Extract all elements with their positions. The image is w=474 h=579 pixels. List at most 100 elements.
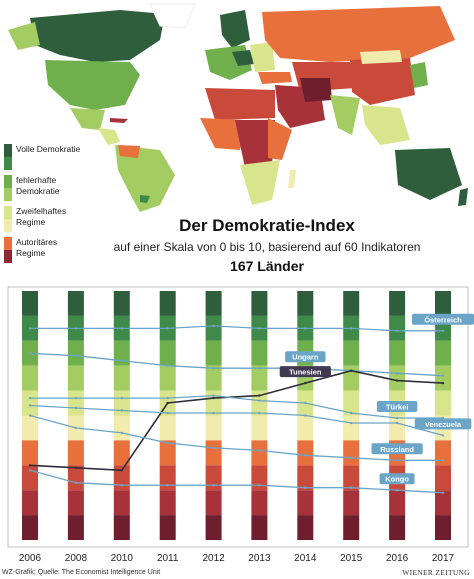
series-label-text: Türkei bbox=[386, 403, 409, 412]
scale-bar-2006-band-3 bbox=[22, 365, 38, 391]
scale-bar-2006-band-7 bbox=[22, 465, 38, 491]
data-point-russland-2011 bbox=[166, 441, 169, 445]
data-point-kongo-2013 bbox=[258, 484, 261, 487]
x-tick-label: 2006 bbox=[19, 553, 42, 564]
scale-bar-2017-band-0 bbox=[435, 291, 451, 316]
map-legend: Volle Demokratie fehlerhafte Demokratie … bbox=[4, 144, 84, 268]
scale-bar-2017-band-4 bbox=[435, 390, 451, 416]
scale-bar-2013-band-8 bbox=[251, 490, 268, 516]
series-label-text: Russland bbox=[380, 445, 414, 454]
legend-label: Volle Demokratie bbox=[16, 144, 81, 154]
map-central-europe bbox=[232, 50, 254, 66]
map-southeast-asia bbox=[362, 105, 410, 145]
x-tick-label: 2016 bbox=[386, 553, 409, 564]
scale-bar-2013-band-2 bbox=[251, 340, 268, 366]
scale-bar-2014-band-8 bbox=[297, 490, 314, 516]
scale-bar-2013-band-9 bbox=[251, 515, 268, 540]
scale-bar-2016-band-5 bbox=[389, 415, 406, 441]
scale-bar-2012-band-7 bbox=[205, 465, 222, 491]
scale-bar-2008-band-2 bbox=[67, 340, 84, 366]
series-label-text: Kongo bbox=[385, 475, 409, 484]
legend-item-authoritarian-regime: Autoritäres Regime bbox=[4, 237, 84, 263]
map-canada bbox=[30, 10, 165, 62]
data-point-russland-2013 bbox=[258, 449, 261, 452]
data-point-venezuela-2010 bbox=[120, 409, 124, 412]
map-central-africa bbox=[235, 120, 275, 168]
scale-bar-2015-band-9 bbox=[343, 515, 360, 540]
chart-series-labels: Österreich Ungarn Tunesien Türkei Venezuela R… bbox=[279, 313, 474, 485]
data-point-österreich-2012 bbox=[212, 324, 215, 328]
chart-x-ticks: 2006 2008 2010 2011 2012 2013 2014 2015 2016 2017 bbox=[19, 553, 455, 564]
x-tick-label: 2012 bbox=[202, 553, 225, 564]
scale-bar-2011-band-3 bbox=[159, 365, 176, 391]
series-label-box bbox=[376, 401, 418, 412]
data-point-russland-2010 bbox=[120, 431, 124, 435]
data-point-österreich-2015 bbox=[350, 327, 353, 330]
data-point-türkei-2012 bbox=[212, 394, 215, 397]
scale-bar-2012-band-4 bbox=[205, 390, 222, 416]
scale-bar-2010-band-7 bbox=[113, 465, 130, 491]
scale-bar-2011-band-0 bbox=[159, 291, 176, 316]
chart-area: Österreich Ungarn Tunesien Türkei Venezuela R… bbox=[7, 286, 474, 564]
scale-bar-2012-band-2 bbox=[205, 340, 222, 366]
data-point-russland-2014 bbox=[304, 454, 307, 457]
x-tick-label: 2008 bbox=[65, 553, 88, 564]
scale-bar-2015-band-2 bbox=[343, 340, 360, 366]
series-line-ungarn bbox=[29, 352, 444, 377]
source-note: WZ-Grafik; Quelle: The Economist Intelli… bbox=[2, 569, 161, 576]
scale-bar-2012-band-0 bbox=[205, 291, 222, 316]
legend-item-full-democracy: Volle Demokratie bbox=[4, 144, 84, 170]
map-southern-africa bbox=[240, 160, 280, 205]
series-label-ungarn: Ungarn bbox=[285, 351, 326, 363]
scale-bar-2011-band-8 bbox=[159, 490, 176, 516]
legend-swatch bbox=[4, 206, 12, 232]
legend-label: Zweifelhaftes Regime bbox=[16, 206, 67, 227]
data-point-österreich-2010 bbox=[120, 327, 124, 330]
scale-bar-2015-band-0 bbox=[343, 291, 360, 316]
map-central-america bbox=[98, 128, 120, 145]
scale-bar-2013-band-3 bbox=[251, 365, 268, 391]
scale-bar-2017-band-3 bbox=[435, 365, 451, 391]
map-madagascar bbox=[288, 170, 296, 188]
data-point-venezuela-2014 bbox=[304, 414, 307, 417]
data-point-österreich-2011 bbox=[166, 327, 169, 330]
scale-bar-2015-band-4 bbox=[343, 390, 360, 416]
map-australia bbox=[395, 148, 462, 200]
scale-bar-2014-band-0 bbox=[297, 291, 314, 316]
data-point-russland-2008 bbox=[74, 426, 78, 430]
scale-bar-2011-band-7 bbox=[159, 465, 176, 491]
world-map bbox=[0, 0, 474, 215]
publisher-logo: WIENER ZEITUNG bbox=[402, 568, 470, 577]
series-label-text: Venezuela bbox=[425, 420, 462, 429]
scale-bar-2017-band-8 bbox=[435, 490, 451, 516]
scale-bar-2014-band-5 bbox=[297, 415, 314, 441]
scale-bar-2015-band-8 bbox=[343, 490, 360, 516]
map-greenland bbox=[149, 3, 196, 29]
map-india bbox=[330, 95, 360, 135]
series-label-box bbox=[371, 443, 423, 455]
data-point-venezuela-2015 bbox=[350, 421, 353, 425]
series-line-türkei bbox=[30, 394, 443, 419]
data-point-kongo-2016 bbox=[395, 489, 399, 492]
data-point-österreich-2014 bbox=[304, 327, 307, 330]
scale-bar-2006-band-8 bbox=[22, 490, 38, 516]
data-point-venezuela-2017 bbox=[441, 434, 445, 437]
data-point-österreich-2008 bbox=[74, 327, 78, 330]
data-point-ungarn-2011 bbox=[166, 364, 169, 367]
scale-bar-2016-band-2 bbox=[389, 340, 406, 366]
data-point-tunesien-2010 bbox=[120, 469, 124, 472]
x-tick-label: 2014 bbox=[294, 553, 317, 564]
legend-swatch bbox=[4, 175, 12, 201]
scale-bar-2017-band-7 bbox=[435, 465, 451, 491]
scale-bar-2012-band-3 bbox=[205, 365, 222, 391]
data-point-türkei-2013 bbox=[258, 399, 261, 402]
series-line-venezuela bbox=[29, 404, 444, 437]
data-point-venezuela-2011 bbox=[166, 411, 169, 415]
data-point-türkei-2006 bbox=[28, 396, 32, 400]
x-tick-label: 2015 bbox=[340, 553, 363, 564]
data-point-russland-2017 bbox=[441, 459, 445, 462]
data-point-türkei-2016 bbox=[395, 416, 399, 420]
series-label-box bbox=[285, 351, 326, 363]
scale-bar-2012-band-9 bbox=[205, 515, 222, 540]
